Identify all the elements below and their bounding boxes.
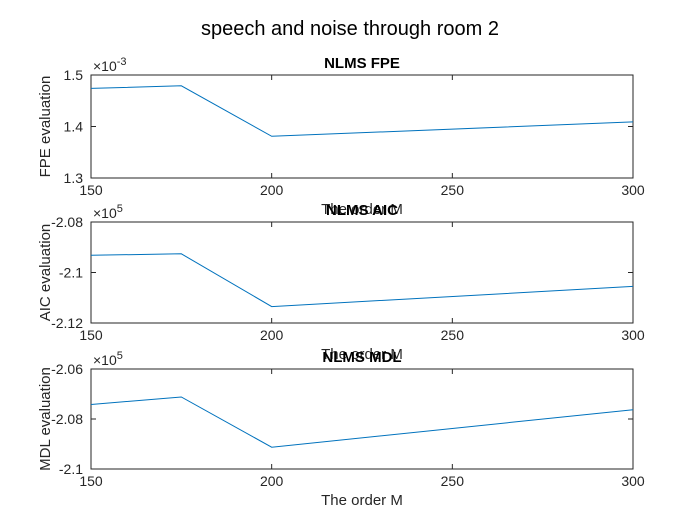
- y-tick-label: -2.06: [51, 361, 83, 377]
- x-axis-label: The order M: [321, 346, 403, 363]
- x-tick-label: 300: [621, 327, 645, 343]
- x-tick-label: 300: [621, 182, 645, 198]
- x-tick-label: 200: [260, 182, 284, 198]
- x-tick-label: 200: [260, 327, 284, 343]
- series-line: [90, 396, 634, 448]
- x-tick-label: 300: [621, 473, 645, 489]
- subplot-1: 150 200 250 300 1.3 1.4 1.5 The order M FPE eval…: [37, 55, 645, 218]
- x-tick-label: 150: [79, 473, 103, 489]
- y-axis-label: MDL evaluation: [37, 367, 54, 471]
- x-tick-label: 150: [79, 182, 103, 198]
- x-axis-label: The order M: [321, 201, 403, 218]
- subplot-title: NLMS FPE: [324, 55, 400, 72]
- y-tick-label: -2.1: [59, 461, 83, 477]
- axes-box: [90, 221, 634, 324]
- x-tick-label: 250: [441, 327, 465, 343]
- subplot-3: 150 200 250 300 -2.1 -2.08 -2.06 The order M MDL…: [37, 349, 645, 509]
- x-tick-label: 250: [441, 182, 465, 198]
- figure-title: speech and noise through room 2: [201, 18, 499, 40]
- y-tick-label: 1.3: [64, 170, 84, 186]
- y-tick-label: -2.08: [51, 214, 83, 230]
- y-axis-exponent: ×105: [93, 350, 123, 368]
- subplot-title: NLMS AIC: [326, 202, 398, 219]
- subplot-2: 150 200 250 300 -2.12 -2.1 -2.08 The order M AIC…: [37, 202, 645, 363]
- y-tick-label: -2.12: [51, 315, 83, 331]
- axes-box: [90, 368, 634, 470]
- axes-box: [90, 74, 634, 179]
- y-axis-exponent: ×105: [93, 203, 123, 221]
- y-axis-label: AIC evaluation: [37, 224, 54, 322]
- y-tick-label: 1.4: [64, 119, 84, 135]
- x-axis-label: The order M: [321, 492, 403, 509]
- subplot-title: NLMS MDL: [322, 349, 401, 366]
- x-tick-label: 250: [441, 473, 465, 489]
- series-line: [90, 253, 634, 308]
- series-line: [90, 85, 634, 137]
- x-tick-label: 200: [260, 473, 284, 489]
- subplots: 150 200 250 300 1.3 1.4 1.5 The order M FPE eval…: [37, 55, 645, 509]
- y-tick-label: -2.08: [51, 411, 83, 427]
- y-tick-label: -2.1: [59, 265, 83, 281]
- x-tick-label: 150: [79, 327, 103, 343]
- y-axis-label: FPE evaluation: [37, 76, 54, 178]
- y-tick-label: 1.5: [64, 67, 84, 83]
- y-axis-exponent: ×10-3: [93, 56, 127, 74]
